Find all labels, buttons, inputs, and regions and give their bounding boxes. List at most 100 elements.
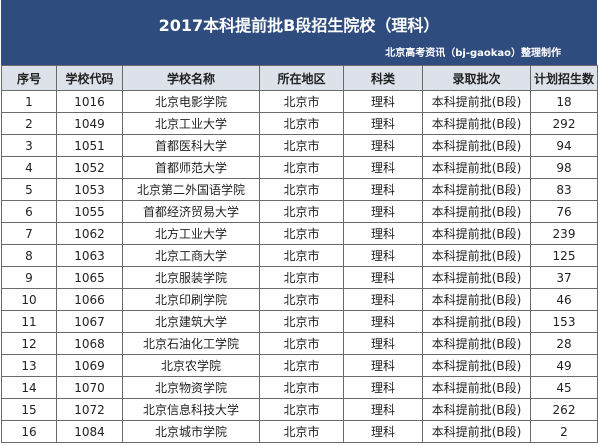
table-row: 15 1072 北京信息科技大学 北京市 理科 本科提前批(B段) 262 [1, 398, 598, 421]
subject-category-cell: 理科 [343, 200, 423, 223]
row-number-cell: 1 [1, 90, 57, 113]
school-code-cell: 1055 [56, 200, 123, 223]
admission-batch-cell: 本科提前批(B段) [422, 222, 531, 245]
school-code-cell: 1049 [56, 112, 123, 135]
subject-category-cell: 理科 [343, 288, 423, 311]
region-cell: 北京市 [259, 134, 344, 157]
school-code-cell: 1067 [56, 310, 123, 333]
school-name-cell: 北京建筑大学 [122, 310, 260, 333]
admission-batch-cell: 本科提前批(B段) [422, 112, 531, 135]
column-header: 录取批次 [422, 65, 531, 91]
school-name-cell: 北方工业大学 [122, 222, 260, 245]
planned-enrollment-cell: 83 [530, 178, 598, 201]
region-cell: 北京市 [259, 310, 344, 333]
row-number-cell: 12 [1, 332, 57, 355]
admission-batch-cell: 本科提前批(B段) [422, 332, 531, 355]
subject-category-cell: 理科 [343, 376, 423, 399]
row-number-cell: 6 [1, 200, 57, 223]
table-body: 1 1016 北京电影学院 北京市 理科 本科提前批(B段) 18 2 1049 北京工业大学 北京… [1, 90, 598, 443]
planned-enrollment-cell: 125 [530, 244, 598, 267]
table-row: 13 1069 北京农学院 北京市 理科 本科提前批(B段) 49 [1, 354, 598, 377]
school-name-cell: 北京信息科技大学 [122, 398, 260, 421]
school-name-cell: 北京物资学院 [122, 376, 260, 399]
column-header-row: 序号 学校代码 学校名称 所在地区 科类 录取批次 计划招生数 [1, 65, 598, 91]
school-name-cell: 北京印刷学院 [122, 288, 260, 311]
admission-batch-cell: 本科提前批(B段) [422, 420, 531, 443]
column-header: 学校代码 [56, 65, 123, 91]
subject-category-cell: 理科 [343, 266, 423, 289]
school-name-cell: 首都经济贸易大学 [122, 200, 260, 223]
planned-enrollment-cell: 153 [530, 310, 598, 333]
school-code-cell: 1069 [56, 354, 123, 377]
title-banner: 2017本科提前批B段招生院校（理科） 北京高考资讯（bj-gaokao）整理制… [1, 0, 597, 65]
school-code-cell: 1070 [56, 376, 123, 399]
admission-batch-cell: 本科提前批(B段) [422, 288, 531, 311]
subject-category-cell: 理科 [343, 244, 423, 267]
subject-category-cell: 理科 [343, 420, 423, 443]
column-header: 序号 [1, 65, 57, 91]
region-cell: 北京市 [259, 398, 344, 421]
table-row: 11 1067 北京建筑大学 北京市 理科 本科提前批(B段) 153 [1, 310, 598, 333]
region-cell: 北京市 [259, 354, 344, 377]
table-row: 14 1070 北京物资学院 北京市 理科 本科提前批(B段) 45 [1, 376, 598, 399]
school-code-cell: 1062 [56, 222, 123, 245]
admission-batch-cell: 本科提前批(B段) [422, 200, 531, 223]
row-number-cell: 7 [1, 222, 57, 245]
planned-enrollment-cell: 49 [530, 354, 598, 377]
school-name-cell: 北京工业大学 [122, 112, 260, 135]
region-cell: 北京市 [259, 222, 344, 245]
region-cell: 北京市 [259, 376, 344, 399]
admission-batch-cell: 本科提前批(B段) [422, 244, 531, 267]
school-code-cell: 1051 [56, 134, 123, 157]
table-row: 10 1066 北京印刷学院 北京市 理科 本科提前批(B段) 46 [1, 288, 598, 311]
school-code-cell: 1068 [56, 332, 123, 355]
school-code-cell: 1052 [56, 156, 123, 179]
row-number-cell: 4 [1, 156, 57, 179]
table-row: 7 1062 北方工业大学 北京市 理科 本科提前批(B段) 239 [1, 222, 598, 245]
subject-category-cell: 理科 [343, 156, 423, 179]
table-row: 1 1016 北京电影学院 北京市 理科 本科提前批(B段) 18 [1, 90, 598, 113]
table-row: 5 1053 北京第二外国语学院 北京市 理科 本科提前批(B段) 83 [1, 178, 598, 201]
admission-batch-cell: 本科提前批(B段) [422, 156, 531, 179]
table-row: 6 1055 首都经济贸易大学 北京市 理科 本科提前批(B段) 76 [1, 200, 598, 223]
admission-batch-cell: 本科提前批(B段) [422, 178, 531, 201]
table-row: 8 1063 北京工商大学 北京市 理科 本科提前批(B段) 125 [1, 244, 598, 267]
column-header: 计划招生数 [530, 65, 598, 91]
row-number-cell: 14 [1, 376, 57, 399]
school-name-cell: 北京农学院 [122, 354, 260, 377]
school-code-cell: 1072 [56, 398, 123, 421]
subject-category-cell: 理科 [343, 310, 423, 333]
admission-batch-cell: 本科提前批(B段) [422, 398, 531, 421]
row-number-cell: 5 [1, 178, 57, 201]
table-subtitle: 北京高考资讯（bj-gaokao）整理制作 [385, 48, 561, 59]
region-cell: 北京市 [259, 90, 344, 113]
table-row: 16 1084 北京城市学院 北京市 理科 本科提前批(B段) 2 [1, 420, 598, 443]
school-code-cell: 1053 [56, 178, 123, 201]
planned-enrollment-cell: 76 [530, 200, 598, 223]
row-number-cell: 8 [1, 244, 57, 267]
subject-category-cell: 理科 [343, 90, 423, 113]
region-cell: 北京市 [259, 200, 344, 223]
admission-batch-cell: 本科提前批(B段) [422, 354, 531, 377]
planned-enrollment-cell: 37 [530, 266, 598, 289]
table-row: 4 1052 首都师范大学 北京市 理科 本科提前批(B段) 98 [1, 156, 598, 179]
admissions-table: 序号 学校代码 学校名称 所在地区 科类 录取批次 计划招生数 1 1016 北京电… [1, 65, 598, 443]
row-number-cell: 9 [1, 266, 57, 289]
admission-batch-cell: 本科提前批(B段) [422, 376, 531, 399]
subject-category-cell: 理科 [343, 354, 423, 377]
planned-enrollment-cell: 292 [530, 112, 598, 135]
subject-category-cell: 理科 [343, 178, 423, 201]
region-cell: 北京市 [259, 266, 344, 289]
planned-enrollment-cell: 94 [530, 134, 598, 157]
admission-batch-cell: 本科提前批(B段) [422, 266, 531, 289]
school-name-cell: 北京石油化工学院 [122, 332, 260, 355]
planned-enrollment-cell: 45 [530, 376, 598, 399]
column-header: 所在地区 [259, 65, 344, 91]
admission-batch-cell: 本科提前批(B段) [422, 90, 531, 113]
column-header: 科类 [343, 65, 423, 91]
row-number-cell: 16 [1, 420, 57, 443]
school-name-cell: 北京城市学院 [122, 420, 260, 443]
subject-category-cell: 理科 [343, 134, 423, 157]
table-row: 12 1068 北京石油化工学院 北京市 理科 本科提前批(B段) 28 [1, 332, 598, 355]
